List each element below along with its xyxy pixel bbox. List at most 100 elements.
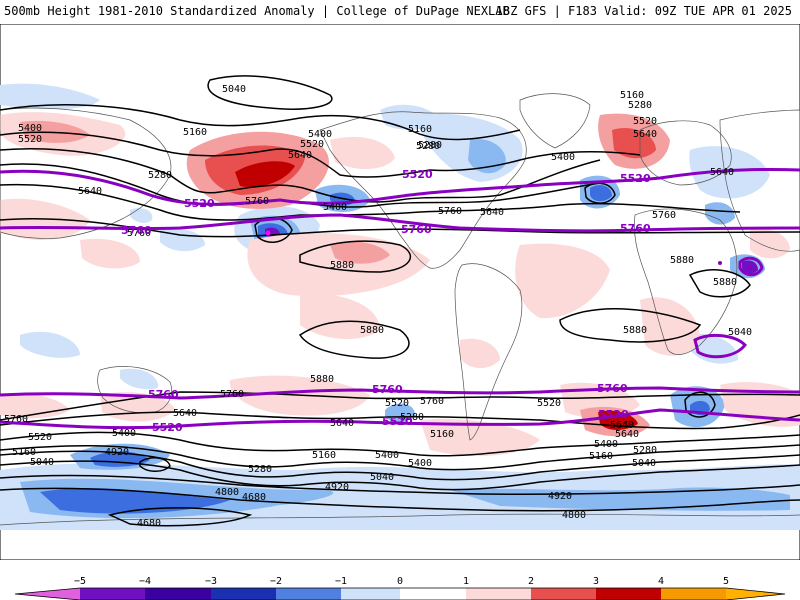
coastline-greenland bbox=[519, 93, 591, 149]
anomaly-negative-west-pacific bbox=[20, 331, 80, 358]
contour-5400-south bbox=[0, 431, 800, 457]
colorbar-segment bbox=[400, 588, 466, 600]
contour-label: 5640 bbox=[330, 418, 354, 429]
contour-label: 4800 bbox=[562, 510, 586, 521]
contour-label: 5280 bbox=[628, 100, 652, 111]
contour-5400-north bbox=[0, 148, 601, 203]
contour-label: 5040 bbox=[30, 457, 54, 468]
contour-label: 5400 bbox=[408, 458, 432, 469]
contour-label: 5400 bbox=[323, 202, 347, 213]
contour-5520-north bbox=[0, 163, 621, 208]
contour-label: 5160 bbox=[589, 451, 613, 462]
contour-label: 5040 bbox=[222, 84, 246, 95]
thickness-label: 5760 bbox=[148, 388, 179, 401]
thickness-5760-north bbox=[0, 213, 800, 233]
thickness-label: 5520 bbox=[402, 168, 433, 181]
contour-5880-pacific bbox=[299, 240, 412, 273]
colorbar-segment bbox=[145, 588, 211, 600]
low-center-dot bbox=[747, 265, 753, 271]
thickness-label: 5760 bbox=[121, 224, 152, 237]
coastlines bbox=[0, 93, 800, 526]
colorbar-tick-label: 4 bbox=[658, 576, 664, 587]
contour-label: 5760 bbox=[438, 206, 462, 217]
anomaly-negative-antarctic-east bbox=[450, 487, 790, 511]
contour-label: 5160 bbox=[430, 429, 454, 440]
anomaly-positive-atlantic bbox=[515, 243, 610, 319]
contour-label: 5160 bbox=[12, 447, 36, 458]
colorbar-ticks: −5 −4 −3 −2 −1 0 1 2 3 4 5 bbox=[74, 576, 729, 587]
colorbar-tick-label: 5 bbox=[723, 576, 729, 587]
coastline-asia-west bbox=[0, 107, 172, 239]
contour-label: 5880 bbox=[623, 325, 647, 336]
colorbar: −5 −4 −3 −2 −1 0 1 2 3 4 5 bbox=[14, 576, 786, 600]
coastline-south-america bbox=[454, 263, 523, 441]
colorbar-tick-label: −5 bbox=[74, 576, 86, 587]
thickness-5760-south bbox=[0, 386, 800, 400]
contour-label: 5520 bbox=[28, 432, 52, 443]
coastline-asia bbox=[719, 109, 800, 252]
contour-label: 5760 bbox=[652, 210, 676, 221]
contour-label: 5400 bbox=[375, 450, 399, 461]
contour-5640-south bbox=[0, 411, 800, 430]
model-run-info: 18Z GFS | F183 Valid: 09Z TUE APR 01 202… bbox=[495, 4, 792, 18]
anomaly-negative-europe-strong bbox=[705, 202, 735, 225]
contour-label: 5880 bbox=[670, 255, 694, 266]
contour-5280-north bbox=[0, 131, 641, 178]
thickness-label: 5520 bbox=[184, 197, 215, 210]
contour-label: 5640 bbox=[610, 420, 634, 431]
contour-label: 5880 bbox=[310, 374, 334, 385]
contour-5040-arctic bbox=[207, 75, 333, 110]
coastline-africa bbox=[634, 208, 738, 355]
contour-label: 5640 bbox=[78, 186, 102, 197]
contour-5280-south bbox=[0, 444, 800, 471]
contour-label: 5640 bbox=[615, 429, 639, 440]
contour-label: 5280 bbox=[148, 170, 172, 181]
colorbar-tick-label: 2 bbox=[528, 576, 534, 587]
contour-label: 4920 bbox=[548, 491, 572, 502]
contour-label: 5040 bbox=[632, 458, 656, 469]
contour-label: 5400 bbox=[18, 123, 42, 134]
anomaly-positive-south-pacific-east bbox=[420, 418, 540, 456]
colorbar-tick-label: −4 bbox=[139, 576, 151, 587]
contour-label: 5160 bbox=[408, 124, 432, 135]
low-center-dot bbox=[265, 230, 271, 236]
anomaly-negative-se-asia bbox=[130, 208, 153, 223]
contour-label: 5400 bbox=[594, 439, 618, 450]
contour-label: 5280 bbox=[633, 445, 657, 456]
contour-label: 4680 bbox=[242, 492, 266, 503]
anomaly-positive-east-africa bbox=[750, 228, 790, 259]
contour-5880-africa bbox=[688, 269, 751, 298]
contour-label: 5160 bbox=[183, 127, 207, 138]
contour-label: 5760 bbox=[245, 196, 269, 207]
contour-label: 5400 bbox=[112, 428, 136, 439]
low-center-markers bbox=[265, 230, 753, 271]
contour-4800-south bbox=[0, 487, 800, 512]
thickness-south-africa-loop bbox=[693, 333, 747, 359]
colorbar-segment bbox=[661, 588, 726, 600]
contour-label: 5640 bbox=[480, 207, 504, 218]
contour-label: 5880 bbox=[713, 277, 737, 288]
contour-label: 5880 bbox=[360, 325, 384, 336]
contour-label: 5280 bbox=[248, 464, 272, 475]
contour-label: 5040 bbox=[370, 472, 394, 483]
anomaly-positive-north-pacific-core bbox=[235, 161, 295, 188]
contour-label: 5520 bbox=[385, 398, 409, 409]
thickness-contours bbox=[0, 167, 800, 430]
anomaly-negative-tasman bbox=[120, 368, 159, 390]
contour-5760-south bbox=[0, 391, 800, 421]
contour-label: 5880 bbox=[330, 260, 354, 271]
thickness-label: 5760 bbox=[597, 382, 628, 395]
coastline-north-america bbox=[319, 111, 527, 269]
thickness-label: 5520 bbox=[152, 421, 183, 434]
coastline-antarctica bbox=[0, 513, 800, 526]
low-center-dot bbox=[718, 261, 722, 265]
contour-label: 5760 bbox=[127, 228, 151, 239]
anomaly-positive-central-pacific bbox=[300, 294, 380, 340]
anomaly-negative-north-atlantic-core bbox=[590, 185, 612, 202]
contour-5160-north bbox=[0, 104, 521, 141]
thickness-5520-south bbox=[0, 408, 800, 430]
contour-label: 5520 bbox=[633, 116, 657, 127]
thickness-label: 5760 bbox=[401, 223, 432, 236]
contour-5400-low bbox=[584, 182, 616, 204]
contour-label: 5040 bbox=[728, 327, 752, 338]
